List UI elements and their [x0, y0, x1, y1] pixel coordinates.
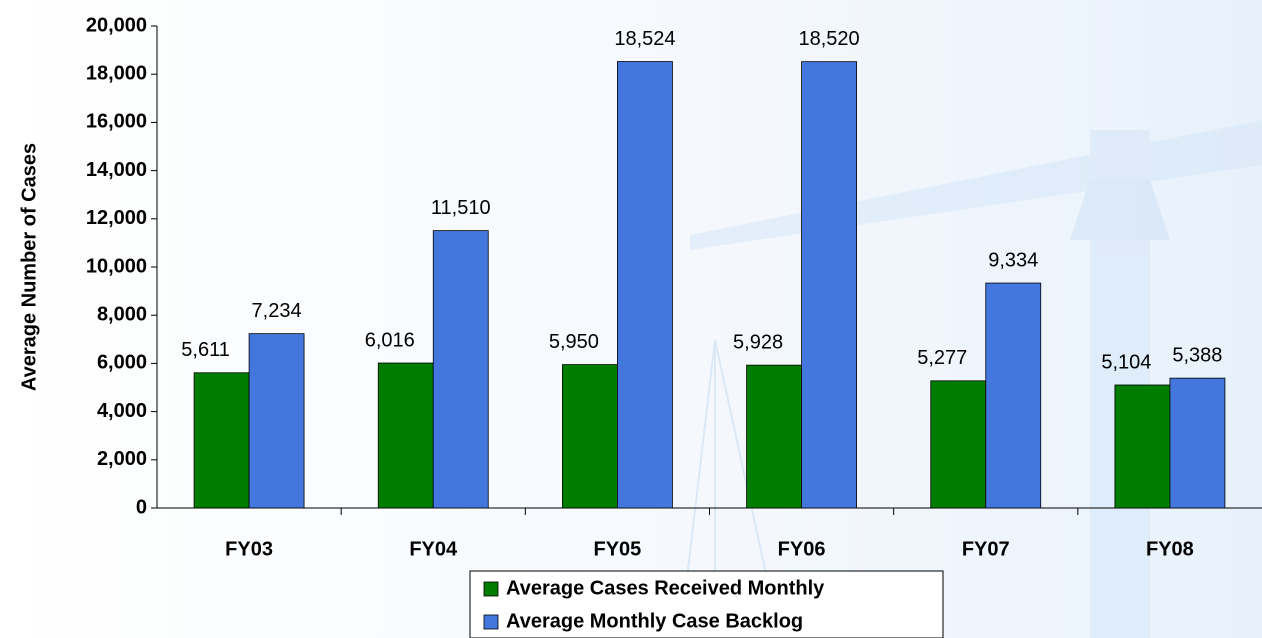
value-label: 7,234 [252, 300, 302, 322]
x-tick-label: FY03 [225, 538, 273, 560]
value-label: 18,520 [798, 28, 859, 50]
value-label: 5,928 [733, 331, 783, 353]
legend-swatch [483, 581, 499, 597]
x-tick-label: FY05 [594, 538, 642, 560]
y-tick-label: 12,000 [86, 207, 147, 229]
y-tick-label: 0 [136, 496, 147, 518]
y-tick-label: 16,000 [86, 111, 147, 133]
bar [801, 61, 857, 509]
y-tick-label: 4,000 [97, 400, 147, 422]
bar [930, 380, 987, 509]
legend-label: Average Monthly Case Backlog [506, 610, 803, 632]
bar [432, 230, 489, 509]
legend-label: Average Cases Received Monthly [506, 577, 825, 599]
value-label: 5,388 [1172, 344, 1222, 366]
bar [193, 372, 250, 509]
bar [985, 282, 1042, 509]
x-tick-label: FY04 [409, 538, 458, 560]
value-label: 9,334 [988, 249, 1038, 271]
y-tick-label: 14,000 [86, 159, 147, 181]
legend [469, 570, 944, 638]
y-tick-label: 2,000 [97, 448, 147, 470]
x-tick-label: FY06 [778, 538, 826, 560]
bar [562, 364, 618, 509]
y-tick-label: 20,000 [86, 14, 147, 36]
value-label: 6,016 [365, 329, 415, 351]
bar [377, 362, 434, 509]
y-tick-label: 6,000 [97, 352, 147, 374]
y-axis-label: Average Number of Cases [18, 143, 40, 391]
value-label: 5,277 [917, 347, 967, 369]
x-tick-label: FY07 [962, 538, 1010, 560]
y-tick-label: 8,000 [97, 303, 147, 325]
bar [248, 333, 305, 509]
legend-swatch [483, 614, 499, 630]
value-label: 5,950 [549, 331, 599, 353]
bar [746, 364, 802, 509]
value-label: 5,104 [1101, 351, 1151, 373]
y-tick-label: 10,000 [86, 255, 147, 277]
bar [617, 61, 673, 509]
value-label: 5,611 [181, 339, 230, 361]
value-label: 18,524 [614, 28, 675, 50]
bar [1169, 377, 1226, 509]
bar [1114, 384, 1171, 509]
value-label: 11,510 [431, 197, 491, 219]
x-tick-label: FY08 [1146, 538, 1194, 560]
y-tick-label: 18,000 [86, 62, 147, 84]
